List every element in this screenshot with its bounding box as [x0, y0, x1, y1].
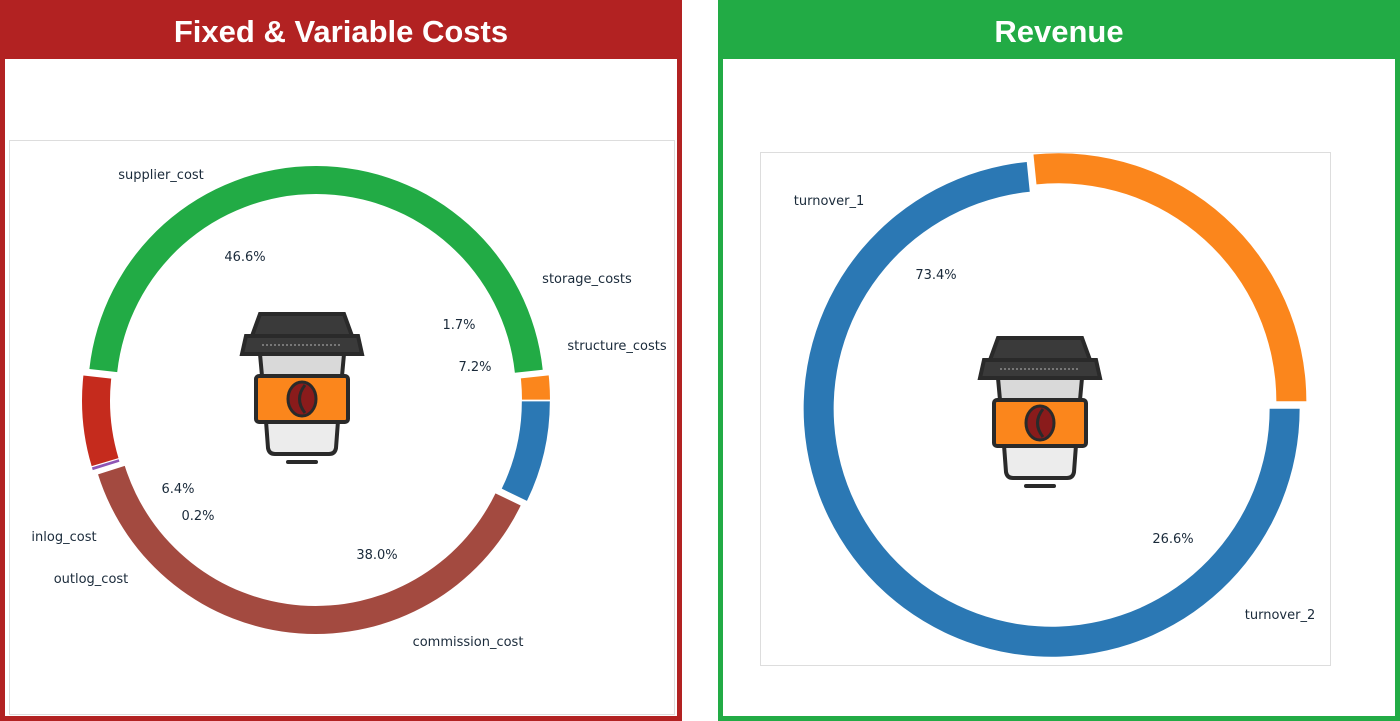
label-turnover-1: turnover_1: [794, 194, 864, 209]
label-commission-cost: commission_cost: [413, 635, 524, 650]
donut-slice-structure-costs: [501, 401, 550, 501]
donut-slice-outlog-cost: [91, 459, 120, 471]
coffee-cup-icon: [978, 336, 1102, 488]
donut-slice-commission-cost: [98, 465, 521, 634]
donut-slice-supplier-cost: [89, 165, 543, 373]
value-outlog-cost: 0.2%: [181, 509, 214, 524]
donut-slice-inlog-cost: [82, 375, 119, 467]
value-commission-cost: 38.0%: [356, 548, 397, 563]
revenue-panel-title: Revenue: [723, 5, 1395, 59]
value-storage-costs: 1.7%: [442, 318, 475, 333]
value-structure-costs: 7.2%: [458, 360, 491, 375]
donut-slice-turnover-2: [1033, 153, 1307, 402]
revenue-chart-frame: [760, 152, 1331, 666]
label-inlog-cost: inlog_cost: [31, 530, 96, 545]
costs-panel-title: Fixed & Variable Costs: [5, 5, 677, 59]
label-outlog-cost: outlog_cost: [54, 572, 129, 587]
donut-slice-storage-costs: [520, 375, 550, 400]
value-inlog-cost: 6.4%: [161, 482, 194, 497]
costs-chart-frame: [9, 140, 675, 715]
revenue-panel: Revenue: [718, 0, 1400, 721]
label-storage-costs: storage_costs: [542, 272, 632, 287]
coffee-cup-icon: [240, 312, 364, 464]
value-turnover-1: 73.4%: [915, 268, 956, 283]
value-turnover-2: 26.6%: [1152, 532, 1193, 547]
label-supplier-cost: supplier_cost: [118, 168, 204, 183]
value-supplier-cost: 46.6%: [224, 250, 265, 265]
label-turnover-2: turnover_2: [1245, 608, 1315, 623]
label-structure-costs: structure_costs: [567, 339, 666, 354]
costs-panel: Fixed & Variable Costs: [0, 0, 682, 721]
